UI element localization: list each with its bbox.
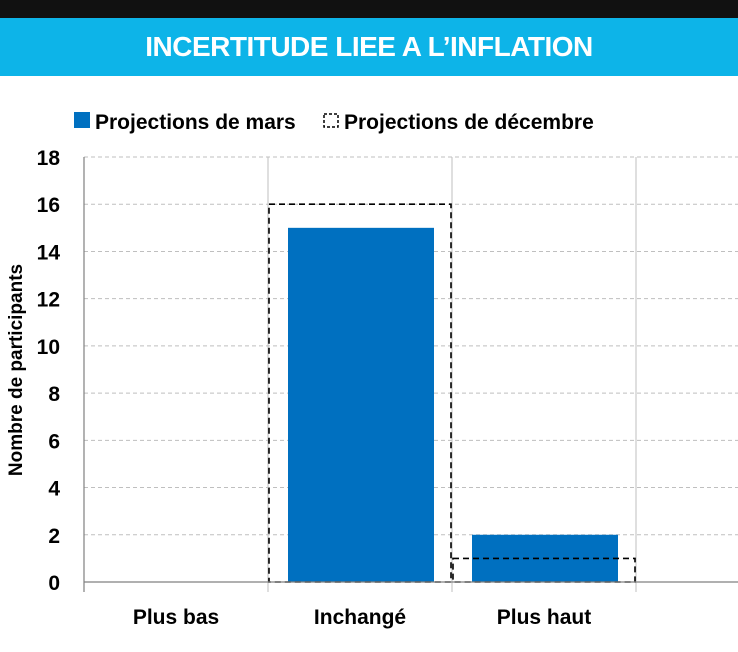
y-tick-label: 12: [37, 289, 60, 312]
y-tick-label: 2: [48, 525, 60, 548]
title-banner: INCERTITUDE LIEE A L’INFLATION: [0, 18, 738, 76]
top-strip: [0, 0, 738, 18]
y-tick-label: 18: [37, 147, 61, 170]
bar-decembre-2: [452, 557, 636, 583]
x-tick-label: Plus bas: [133, 606, 219, 629]
y-tick-label: 8: [48, 383, 60, 406]
legend: Projections de mars Projections de décem…: [74, 111, 594, 134]
x-tick-label: Plus haut: [497, 606, 592, 629]
legend-label-decembre: Projections de décembre: [344, 111, 594, 134]
y-tick-label: 16: [37, 194, 60, 217]
y-tick-label: 6: [48, 430, 60, 453]
x-tick-label: Inchangé: [314, 606, 406, 629]
y-tick-label: 4: [48, 478, 60, 501]
bar-mars-1: [288, 227, 434, 583]
legend-label-mars: Projections de mars: [95, 111, 296, 134]
grid-layer: [84, 156, 738, 592]
y-tick-label: 10: [37, 336, 60, 359]
legend-swatch-decembre: [323, 113, 339, 128]
y-tick-label: 0: [48, 572, 60, 595]
bars-layer: [268, 203, 636, 583]
y-axis-label: Nombre de participants: [6, 264, 27, 476]
y-tick-label: 14: [37, 241, 61, 264]
chart-title: INCERTITUDE LIEE A L’INFLATION: [145, 31, 593, 62]
axis-layer: 0 2 4 6 8 10 12 14 16 18 Plus bas Inchangé Plus haut: [37, 147, 738, 629]
legend-swatch-mars: [74, 112, 90, 128]
